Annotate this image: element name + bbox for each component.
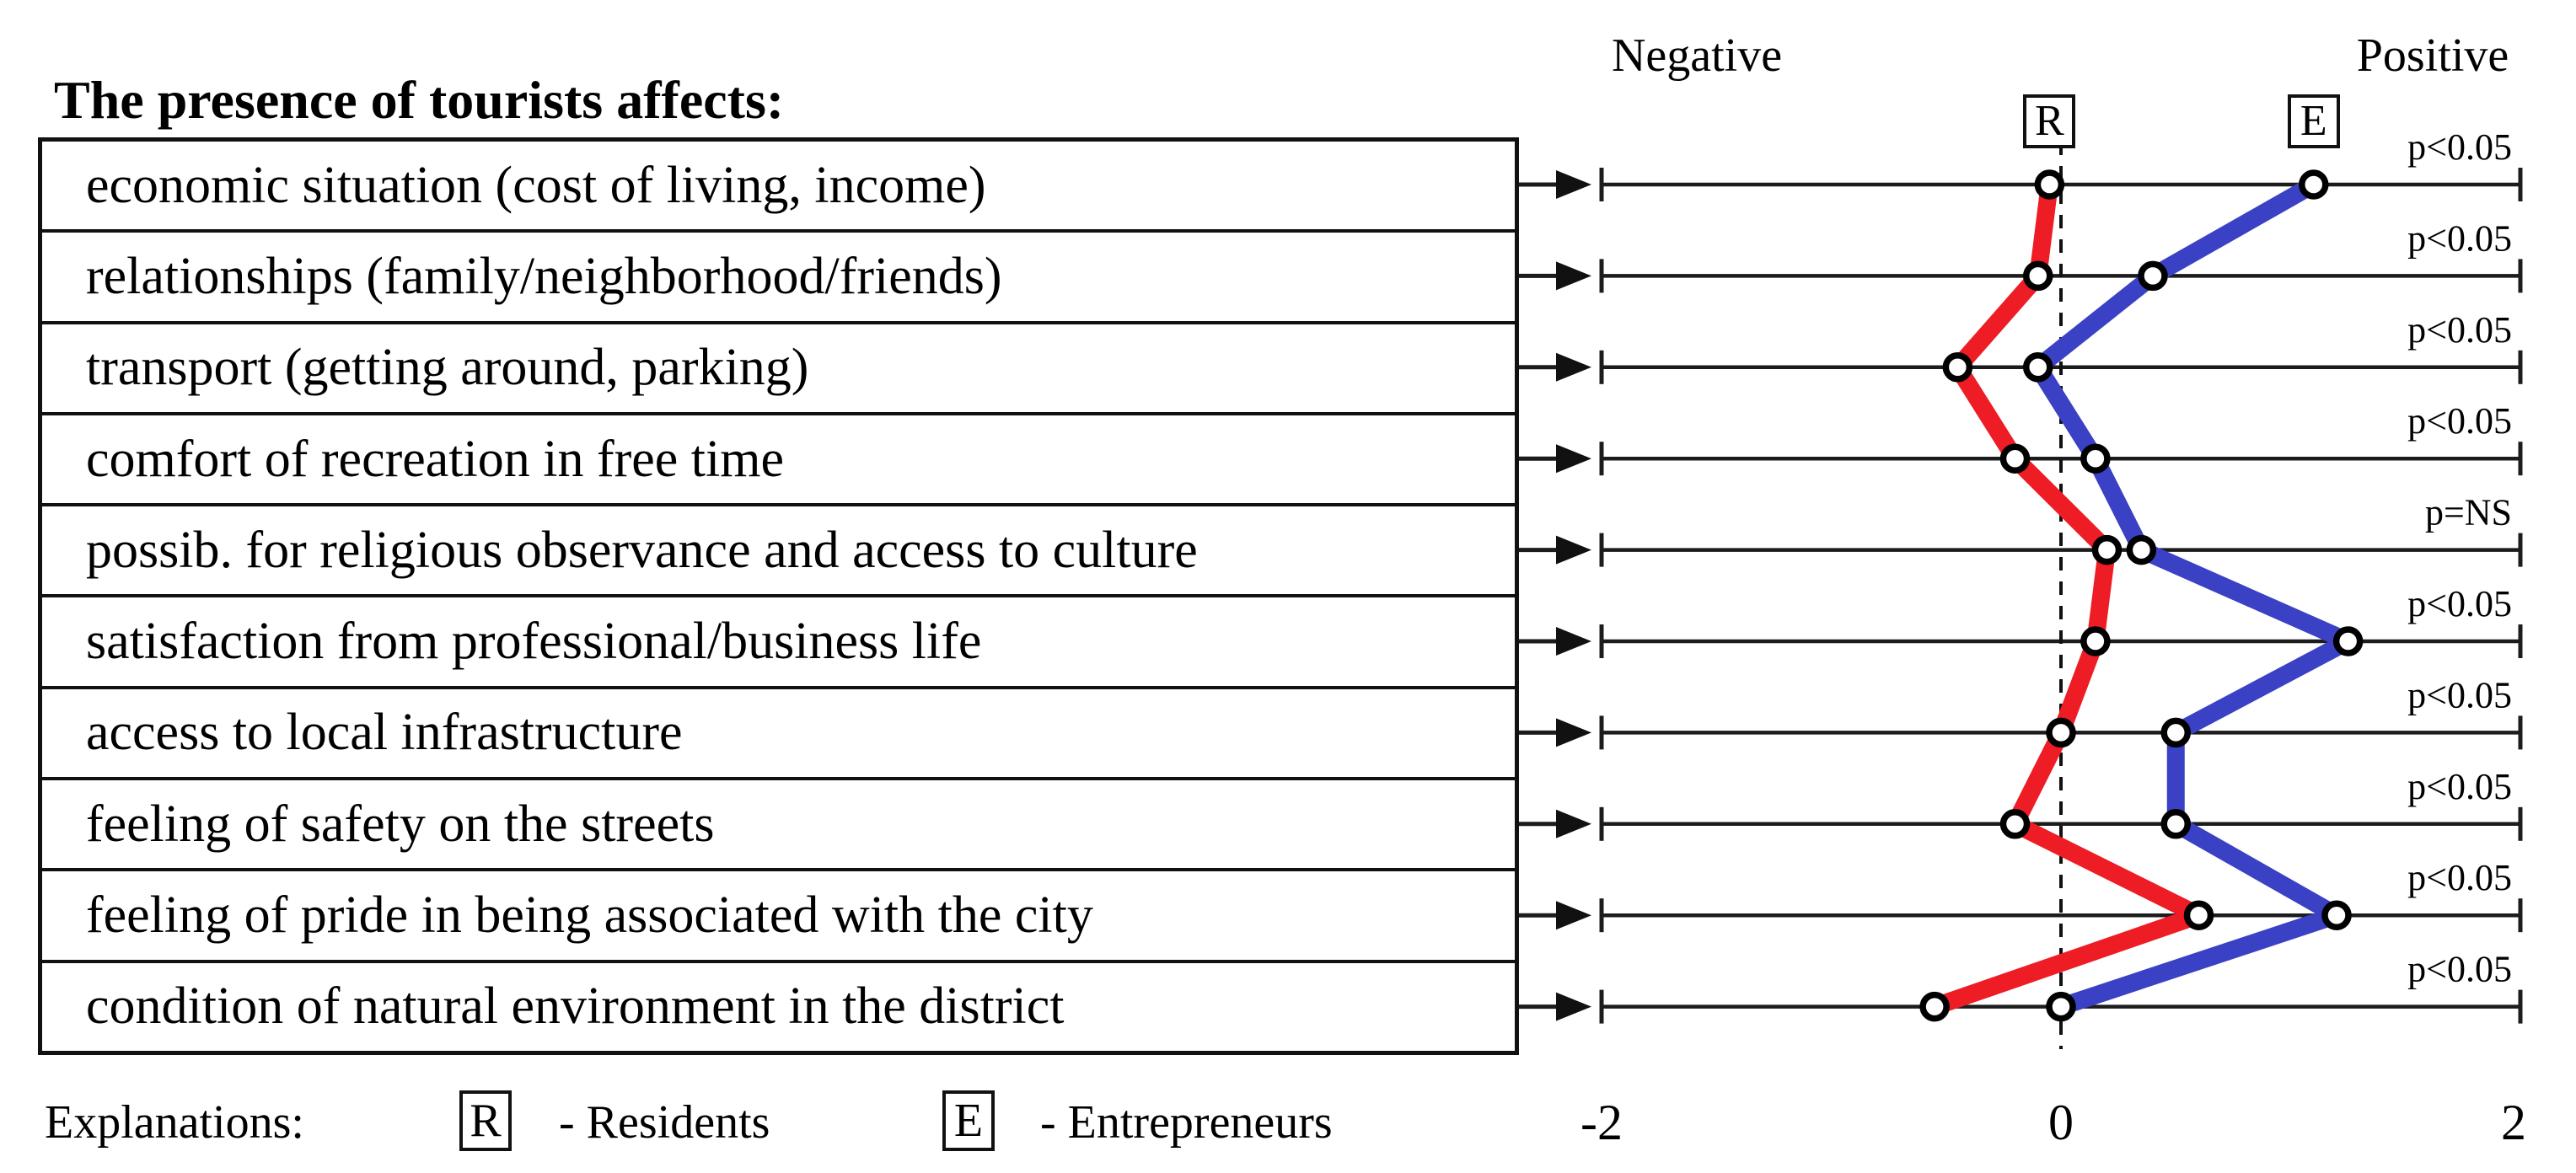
- p-value-label: p<0.05: [2407, 217, 2512, 259]
- category-label: possib. for religious observance and acc…: [86, 521, 1198, 579]
- category-row: feeling of safety on the streets: [42, 780, 1515, 872]
- legend-residents-symbol: R: [459, 1090, 512, 1151]
- axis-tick-label: -2: [1580, 1095, 1623, 1150]
- row-arrow-icon: [1556, 718, 1591, 747]
- row-arrow-icon: [1556, 261, 1591, 291]
- category-row: feeling of pride in being associated wit…: [42, 871, 1515, 963]
- residents-data-point: [2046, 717, 2076, 748]
- category-row: satisfaction from professional/business …: [42, 597, 1515, 689]
- p-value-label: p<0.05: [2407, 309, 2512, 351]
- row-arrow-icon: [1556, 809, 1591, 838]
- entrepreneurs-data-point: [2023, 352, 2053, 383]
- category-label: satisfaction from professional/business …: [86, 613, 982, 671]
- p-value-label: p=NS: [2425, 492, 2512, 533]
- category-row: transport (getting around, parking): [42, 324, 1515, 415]
- p-value-label: p<0.05: [2407, 583, 2512, 624]
- category-label: comfort of recreation in free time: [86, 430, 784, 488]
- entrepreneurs-data-point: [2046, 991, 2076, 1022]
- legend-residents-text: - Residents: [559, 1096, 770, 1149]
- axis-tick-label: 0: [2048, 1095, 2074, 1150]
- residents-data-point: [1999, 809, 2031, 839]
- row-arrow-icon: [1556, 444, 1591, 474]
- residents-series-line: [1925, 175, 2208, 1016]
- entrepreneurs-data-point: [2332, 626, 2364, 656]
- legend-label: Explanations:: [45, 1096, 304, 1149]
- category-label: access to local infrastructure: [86, 704, 683, 762]
- category-label: condition of natural environment in the …: [86, 978, 1065, 1036]
- p-value-label: p<0.05: [2407, 949, 2512, 990]
- entrepreneurs-data-point: [2321, 900, 2352, 930]
- category-table: economic situation (cost of living, inco…: [38, 137, 1519, 1055]
- residents-data-point: [1919, 991, 1950, 1022]
- residents-data-point: [2023, 260, 2053, 292]
- category-row: condition of natural environment in the …: [42, 963, 1515, 1051]
- residents-data-point: [2034, 169, 2065, 200]
- positive-axis-header: Positive: [2356, 29, 2509, 82]
- row-arrow-icon: [1556, 170, 1591, 199]
- entrepreneurs-data-point: [2160, 809, 2191, 839]
- p-value-label: p<0.05: [2407, 766, 2512, 807]
- residents-series-marker-box: R: [2023, 94, 2076, 148]
- negative-axis-header: Negative: [1611, 29, 1783, 82]
- row-arrow-icon: [1556, 352, 1591, 382]
- residents-data-point: [2183, 900, 2214, 930]
- row-arrow-icon: [1556, 627, 1591, 656]
- category-row: access to local infrastructure: [42, 689, 1515, 781]
- row-arrow-icon: [1556, 992, 1591, 1021]
- category-label: economic situation (cost of living, inco…: [86, 156, 986, 214]
- row-arrow-icon: [1556, 535, 1591, 565]
- category-row: possib. for religious observance and acc…: [42, 506, 1515, 598]
- category-label: feeling of pride in being associated wit…: [86, 886, 1093, 945]
- category-row: comfort of recreation in free time: [42, 415, 1515, 507]
- entrepreneurs-data-point: [2299, 169, 2329, 200]
- axis-tick-label: 2: [2501, 1095, 2526, 1150]
- category-label: feeling of safety on the streets: [86, 795, 715, 853]
- residents-data-point: [1999, 443, 2031, 474]
- legend-entrepreneurs-symbol: E: [942, 1090, 995, 1151]
- residents-data-point: [2080, 626, 2111, 656]
- category-row: relationships (family/neighborhood/frien…: [42, 233, 1515, 324]
- entrepreneurs-series-line: [2029, 175, 2358, 1016]
- category-row: economic situation (cost of living, inco…: [42, 142, 1515, 233]
- figure-title: The presence of tourists affects:: [54, 70, 785, 130]
- p-value-label: p<0.05: [2407, 126, 2512, 168]
- entrepreneurs-data-point: [2138, 260, 2168, 292]
- category-label: relationships (family/neighborhood/frien…: [86, 247, 1002, 305]
- legend-entrepreneurs-text: - Entrepreneurs: [1040, 1096, 1333, 1149]
- residents-data-point: [1942, 352, 1973, 383]
- entrepreneurs-data-point: [2080, 443, 2111, 474]
- entrepreneurs-data-point: [2160, 717, 2191, 748]
- entrepreneurs-series-marker-box: E: [2287, 94, 2340, 148]
- p-value-label: p<0.05: [2407, 857, 2512, 898]
- category-label: transport (getting around, parking): [86, 339, 809, 397]
- entrepreneurs-data-point: [2126, 534, 2157, 565]
- p-value-label: p<0.05: [2407, 400, 2512, 442]
- residents-data-point: [2091, 534, 2123, 565]
- p-value-label: p<0.05: [2407, 674, 2512, 715]
- row-arrow-icon: [1556, 901, 1591, 930]
